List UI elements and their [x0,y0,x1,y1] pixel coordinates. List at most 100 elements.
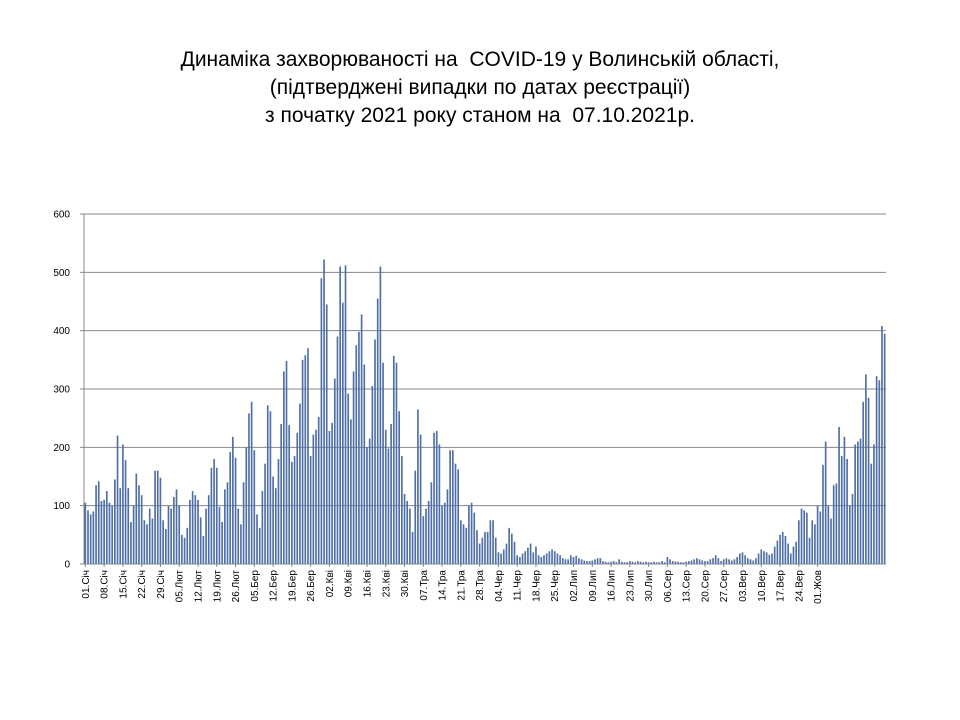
bar [344,265,347,564]
x-tick-label: 09.Кві [344,570,355,597]
bar [266,405,269,564]
bar [159,477,162,564]
bar [521,553,524,564]
bar [285,361,288,564]
x-tick-label: 23.Кві [381,570,392,597]
title-line-3: з початку 2021 року станом на 07.10.2021… [265,104,695,127]
y-tick-labels: 0 100 200 300 400 500 600 [53,210,70,571]
bar [97,481,100,564]
bar [240,524,242,564]
bar [291,461,293,564]
bar [261,491,264,564]
x-tick-label: 26.Бер [306,570,317,602]
x-tick-label: 02.Лип [569,570,580,601]
bar [800,508,803,564]
bar [492,520,494,564]
bar [513,541,516,564]
x-tick-label: 05.Бер [250,570,261,602]
x-tick-label: 27.Сер [719,570,730,603]
bar [457,469,460,564]
bar [811,520,814,564]
bar [443,502,446,564]
bar [162,520,164,564]
bar [89,514,92,564]
bar [835,483,838,564]
x-tick-label: 19.Лют [212,570,223,603]
bar [277,459,280,564]
bar [363,364,366,564]
bar [352,371,355,564]
bar [822,464,824,564]
bar [242,482,245,564]
gridlines [84,213,886,507]
bar [173,496,175,564]
bar [540,557,543,564]
bar [489,520,492,564]
bar [712,558,714,564]
bar [862,401,865,564]
bar [140,495,143,564]
bar [374,339,376,564]
bar [553,551,556,564]
bar [350,419,352,564]
bar [604,561,607,564]
x-tick-label: 05.Лют [175,570,186,603]
bar [210,467,213,564]
bar [478,543,481,564]
bar [527,547,529,564]
bar [516,555,519,564]
bar [414,470,417,564]
bar [462,524,465,564]
bar [570,555,572,564]
bar [744,555,747,564]
y-tick-label: 200 [53,443,70,454]
bar [618,559,620,564]
bar [706,561,709,564]
bar [154,470,156,564]
bar [108,502,111,564]
bar [637,561,639,564]
bar [127,488,130,564]
bar [328,431,331,564]
x-tick-label: 23.Лип [625,570,636,601]
bar [218,506,221,564]
bar [749,559,752,564]
bar [631,561,634,564]
x-tick-label: 30.Лип [644,570,655,601]
bar [556,553,559,564]
bar [666,557,669,564]
bar [484,531,486,564]
bar [425,508,427,564]
bar [382,362,384,564]
x-tick-label: 14.Тра [438,570,449,601]
bar [838,426,840,564]
bar [696,558,698,564]
bar [468,505,470,564]
bar [803,510,806,564]
bar [215,467,218,564]
bar [401,456,403,564]
bar [253,450,256,564]
bar [714,555,717,564]
bar [663,562,666,564]
bar [392,355,395,564]
bar [671,561,674,564]
y-tick-label: 600 [53,210,70,221]
bar [460,520,462,564]
bar [755,558,757,564]
bar [567,559,569,564]
bar [725,558,728,564]
bar [685,561,687,564]
bar [105,491,108,564]
bar [232,436,234,564]
bar [760,549,763,564]
bar [199,517,202,564]
x-tick-label: 24.Вер [794,570,805,602]
bar [283,371,285,564]
bar [258,527,261,564]
y-tick-label: 400 [53,326,70,337]
bar [229,452,232,564]
x-tick-label: 03.Вер [738,570,749,602]
bar [797,520,800,564]
bar [207,495,210,564]
